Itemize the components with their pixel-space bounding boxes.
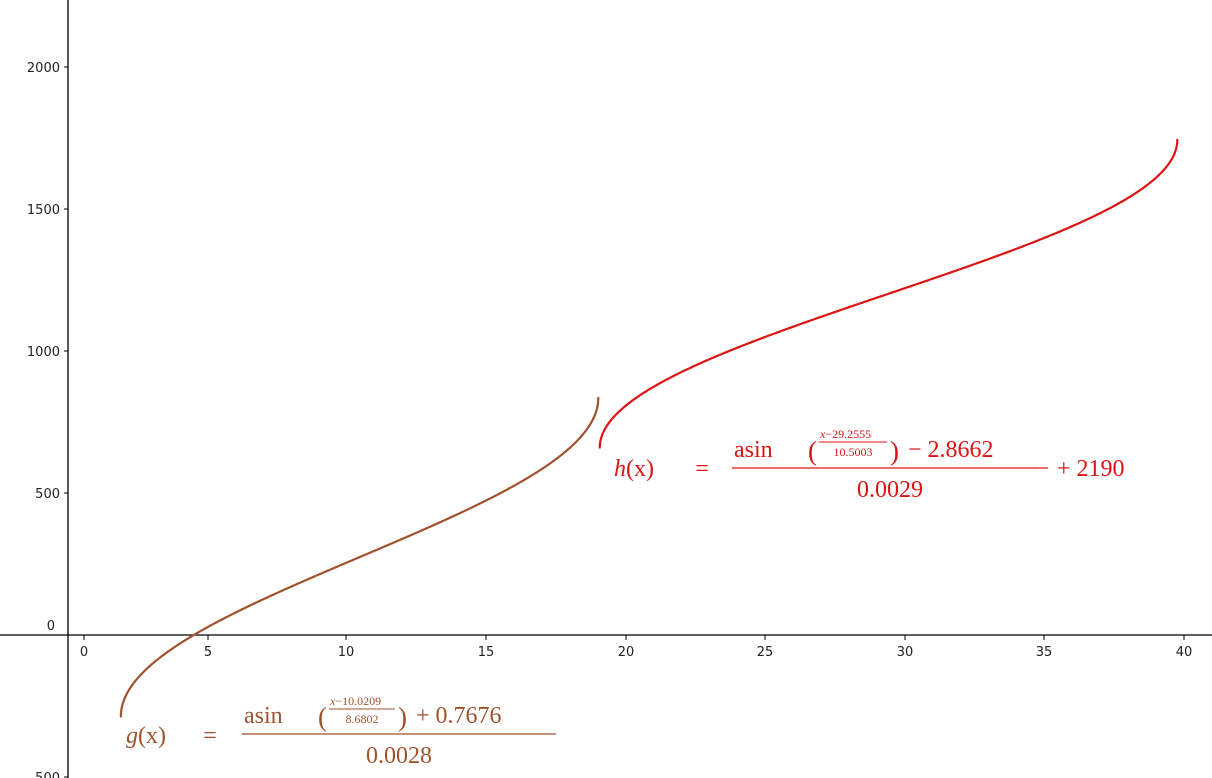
eq-h-equals: = bbox=[695, 456, 709, 482]
eq-h-var: (x) bbox=[626, 456, 654, 482]
svg-text:g(x): g(x) bbox=[126, 723, 166, 749]
eq-g-num-rest: −10.0209 bbox=[335, 694, 381, 708]
eq-g-inner-den: 8.6802 bbox=[346, 712, 379, 726]
y-tick-label: 1500 bbox=[27, 203, 60, 218]
x-tick-label: 5 bbox=[204, 645, 212, 660]
x-tick-label: 30 bbox=[897, 645, 914, 660]
eq-h-rparen: ) bbox=[890, 436, 899, 466]
x-tick-15: 15 bbox=[478, 635, 495, 660]
y-tick-2000: 2000 bbox=[27, 61, 68, 76]
svg-text:x−10.0209: x−10.0209 bbox=[329, 694, 381, 708]
x-tick-5: 5 bbox=[204, 635, 212, 660]
x-tick-25: 25 bbox=[757, 635, 774, 660]
y-tick-label: 2000 bbox=[27, 61, 60, 76]
y-tick-label: 500 bbox=[35, 771, 60, 778]
x-tick-10: 10 bbox=[338, 635, 355, 660]
y-tick-label: 500 bbox=[35, 487, 60, 502]
eq-h-asin: asin bbox=[734, 437, 773, 463]
svg-text:x−29.2555: x−29.2555 bbox=[819, 427, 871, 441]
eq-h-plus-term: − 2.8662 bbox=[908, 437, 994, 463]
y-tick-1000: 1000 bbox=[27, 345, 68, 360]
x-tick-35: 35 bbox=[1036, 635, 1053, 660]
y-tick-label: 0 bbox=[47, 619, 55, 634]
eq-h-outer-term: + 2190 bbox=[1057, 456, 1125, 482]
equation-g: g(x) = asin ( x−10.0209 8.6802 ) + 0.767… bbox=[126, 694, 556, 769]
x-tick-label: 35 bbox=[1036, 645, 1053, 660]
x-tick-label: 40 bbox=[1176, 645, 1193, 660]
eq-h-num-rest: −29.2555 bbox=[825, 427, 871, 441]
x-tick-label: 25 bbox=[757, 645, 774, 660]
eq-h-denominator: 0.0029 bbox=[857, 477, 923, 503]
y-tick-500: 500 bbox=[35, 487, 68, 502]
equation-h: h(x) = asin ( x−29.2555 10.5003 ) − 2.86… bbox=[614, 427, 1125, 503]
eq-h-num-x: x bbox=[819, 427, 826, 441]
eq-g-var: (x) bbox=[138, 723, 166, 749]
eq-g-denominator: 0.0028 bbox=[366, 743, 432, 769]
y-tick-1500: 1500 bbox=[27, 203, 68, 218]
series-h-curve bbox=[598, 138, 1179, 449]
eq-g-lparen: ( bbox=[318, 702, 327, 732]
eq-g-num-x: x bbox=[329, 694, 336, 708]
eq-h-inner-den: 10.5003 bbox=[834, 445, 873, 459]
eq-g-rparen: ) bbox=[398, 702, 407, 732]
y-tick-label: 1000 bbox=[27, 345, 60, 360]
series-g-curve bbox=[119, 396, 600, 718]
eq-g-asin: asin bbox=[244, 703, 283, 729]
y-tick-0: 0 bbox=[47, 619, 68, 636]
x-tick-20: 20 bbox=[618, 635, 635, 660]
svg-text:h(x): h(x) bbox=[614, 456, 654, 482]
eq-g-fn: g bbox=[126, 723, 138, 749]
eq-g-equals: = bbox=[203, 723, 217, 749]
eq-h-lparen: ( bbox=[808, 436, 817, 466]
x-tick-0: 0 bbox=[80, 635, 88, 660]
x-tick-40: 40 bbox=[1176, 635, 1193, 660]
x-tick-30: 30 bbox=[897, 635, 914, 660]
eq-h-fn: h bbox=[614, 456, 626, 482]
x-tick-label: 15 bbox=[478, 645, 495, 660]
x-tick-label: 20 bbox=[618, 645, 635, 660]
x-tick-label: 0 bbox=[80, 645, 88, 660]
y-tick-neg500: 500 bbox=[35, 771, 68, 778]
eq-g-plus-term: + 0.7676 bbox=[416, 703, 502, 729]
x-tick-label: 10 bbox=[338, 645, 355, 660]
